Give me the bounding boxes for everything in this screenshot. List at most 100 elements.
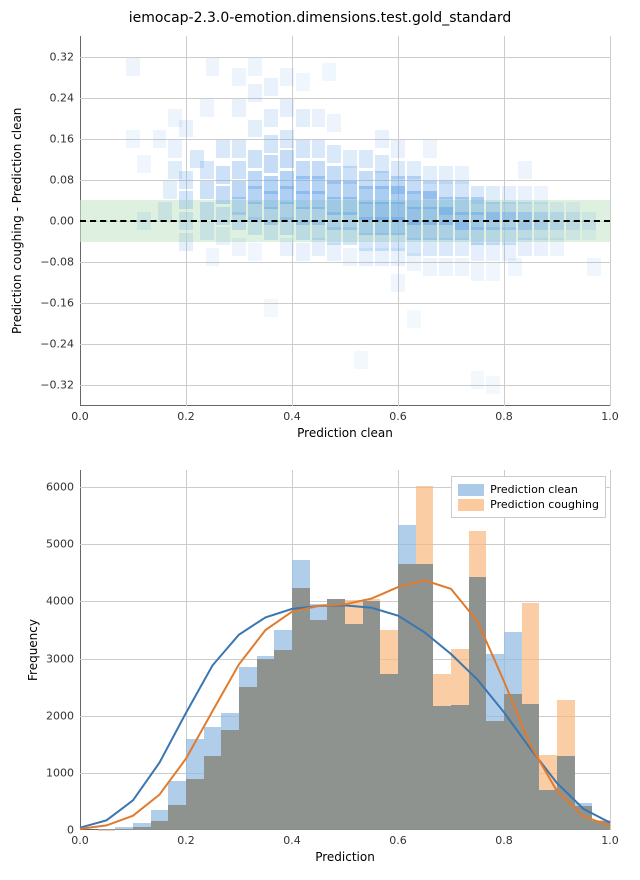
bottom-ytick-label: 1000 (34, 766, 74, 779)
top-density-cell (518, 238, 532, 256)
top-density-cell (200, 161, 214, 179)
top-density-cell (216, 186, 230, 204)
top-density-cell (280, 99, 294, 117)
top-density-cell (248, 171, 262, 189)
bottom-xtick-label: 1.0 (601, 834, 619, 847)
top-density-cell (232, 68, 246, 86)
top-density-cell (550, 238, 564, 256)
top-density-cell (354, 351, 368, 369)
top-xtick-label: 0.4 (283, 410, 301, 423)
top-density-cell (280, 171, 294, 189)
top-density-cell (264, 176, 278, 194)
top-density-cell (439, 166, 453, 184)
top-density-cell (566, 222, 580, 240)
top-ytick-label: −0.24 (28, 338, 74, 351)
top-ytick-label: −0.08 (28, 256, 74, 269)
top-density-cell (216, 166, 230, 184)
top-density-cell (375, 155, 389, 173)
top-scatter-panel (80, 36, 610, 406)
bottom-ytick-label: 6000 (34, 481, 74, 494)
top-density-cell (280, 150, 294, 168)
top-grid-h (80, 98, 610, 99)
top-density-cell (200, 202, 214, 220)
top-density-cell (587, 258, 601, 276)
top-density-cell (280, 238, 294, 256)
kde-svg (80, 470, 610, 830)
top-density-cell (280, 130, 294, 148)
top-density-cell (232, 238, 246, 256)
top-density-cell (232, 99, 246, 117)
top-density-cell (232, 140, 246, 158)
top-density-cell (455, 258, 469, 276)
top-density-cell (455, 181, 469, 199)
figure-title: iemocap-2.3.0-emotion.dimensions.test.go… (0, 10, 640, 26)
bottom-plot-area (80, 470, 610, 830)
top-density-cell (486, 376, 500, 394)
bottom-ytick-label: 2000 (34, 709, 74, 722)
top-density-cell (423, 166, 437, 184)
top-density-cell (312, 238, 326, 256)
top-density-cell (168, 140, 182, 158)
top-spine-bottom (80, 405, 610, 406)
top-density-cell (423, 181, 437, 199)
top-density-cell (322, 63, 336, 81)
top-density-cell (550, 202, 564, 220)
top-ytick-label: −0.16 (28, 297, 74, 310)
legend-swatch-cough (458, 499, 484, 511)
top-grid-h (80, 57, 610, 58)
top-density-cell (391, 248, 405, 266)
top-density-cell (264, 78, 278, 96)
top-grid-h (80, 303, 610, 304)
top-density-cell (375, 248, 389, 266)
top-density-cell (206, 58, 220, 76)
top-density-cell (566, 202, 580, 220)
top-density-cell (248, 84, 262, 102)
top-density-cell (264, 135, 278, 153)
top-density-cell (296, 176, 310, 194)
top-density-cell (439, 238, 453, 256)
top-density-cell (359, 248, 373, 266)
top-density-cell (343, 150, 357, 168)
top-density-cell (216, 140, 230, 158)
top-ytick-label: −0.32 (28, 379, 74, 392)
top-density-cell (518, 186, 532, 204)
top-xlabel: Prediction clean (80, 426, 610, 440)
top-density-cell (280, 68, 294, 86)
top-ytick-label: 0.16 (28, 132, 74, 145)
top-density-cell (126, 58, 140, 76)
top-density-cell (179, 120, 193, 138)
top-density-cell (375, 186, 389, 204)
top-density-cell (179, 171, 193, 189)
top-density-cell (312, 109, 326, 127)
top-density-cell (296, 243, 310, 261)
top-density-cell (518, 161, 532, 179)
top-density-cell (264, 222, 278, 240)
top-density-cell (343, 227, 357, 245)
top-density-cell (312, 176, 326, 194)
top-density-cell (407, 191, 421, 209)
top-density-cell (423, 238, 437, 256)
legend-swatch-clean (458, 484, 484, 496)
bottom-ytick-label: 3000 (34, 652, 74, 665)
top-density-cell (200, 222, 214, 240)
top-density-cell (508, 258, 522, 276)
top-density-cell (439, 197, 453, 215)
top-xtick-label: 0.6 (389, 410, 407, 423)
top-density-cell (534, 238, 548, 256)
top-density-cell (327, 114, 341, 132)
top-density-cell (327, 181, 341, 199)
kde-cough (80, 580, 610, 829)
top-density-cell (359, 186, 373, 204)
top-density-cell (391, 274, 405, 292)
bottom-xtick-label: 0.2 (177, 834, 195, 847)
top-density-cell (216, 207, 230, 225)
top-ytick-label: 0.24 (28, 91, 74, 104)
top-density-cell (534, 186, 548, 204)
legend-label-cough: Prediction coughing (490, 498, 599, 511)
legend-row-cough: Prediction coughing (458, 498, 599, 511)
top-density-cell (391, 176, 405, 194)
top-density-cell (502, 186, 516, 204)
bottom-xtick-label: 0.8 (495, 834, 513, 847)
top-density-cell (248, 243, 262, 261)
top-xtick-label: 0.8 (495, 410, 513, 423)
